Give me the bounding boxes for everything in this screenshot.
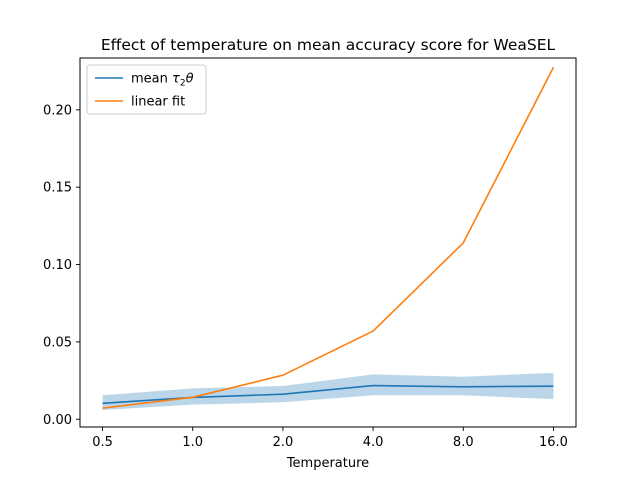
y-tick-label: 0.15: [43, 181, 72, 196]
y-tick-label: 0.05: [43, 335, 72, 350]
x-tick-label: 1.0: [182, 435, 203, 450]
x-axis-label: Temperature: [286, 456, 369, 471]
x-axis: 0.5 1.0 2.0 4.0 8.0 16.0: [92, 427, 568, 450]
legend-label-linear-fit: linear fit: [131, 95, 185, 110]
x-tick-label: 4.0: [363, 435, 384, 450]
confidence-band: [102, 372, 554, 410]
y-axis: 0.00 0.05 0.10 0.15 0.20: [43, 103, 80, 428]
y-tick-label: 0.20: [43, 103, 72, 118]
axes-frame: [79, 57, 577, 428]
plot-area: [102, 66, 555, 410]
y-tick-label: 0.00: [43, 413, 72, 428]
x-tick-label: 16.0: [539, 435, 568, 450]
legend-label-mean: mean τ2θ: [131, 72, 194, 89]
legend: mean τ2θ linear fit: [86, 64, 207, 115]
x-tick-label: 2.0: [273, 435, 294, 450]
y-tick-label: 0.10: [43, 258, 72, 273]
chart-title: Effect of temperature on mean accuracy s…: [101, 36, 556, 54]
series-line-linear-fit: [102, 66, 555, 409]
x-tick-label: 8.0: [453, 435, 474, 450]
x-tick-label: 0.5: [92, 435, 113, 450]
